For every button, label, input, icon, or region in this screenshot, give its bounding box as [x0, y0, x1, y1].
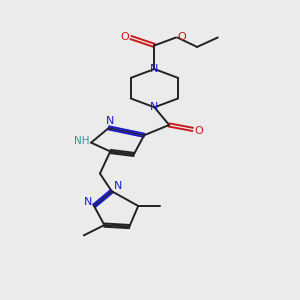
Text: NH: NH: [74, 136, 89, 146]
Text: O: O: [121, 32, 129, 42]
Text: O: O: [195, 126, 203, 136]
Text: N: N: [83, 196, 92, 206]
Text: O: O: [177, 32, 186, 42]
Text: N: N: [150, 64, 159, 74]
Text: N: N: [150, 102, 159, 112]
Text: N: N: [114, 181, 122, 191]
Text: N: N: [106, 116, 114, 126]
